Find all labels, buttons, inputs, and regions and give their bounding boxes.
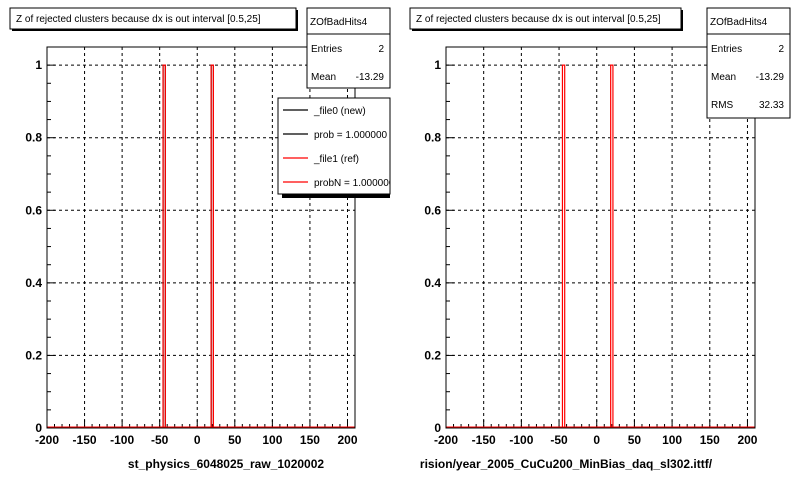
x-tick-label: 200: [737, 433, 757, 447]
stats-label: Mean: [711, 72, 736, 83]
chart-title: Z of rejected clusters because dx is out…: [416, 14, 661, 25]
x-tick-label: -50: [151, 433, 169, 447]
chart-title: Z of rejected clusters because dx is out…: [16, 14, 261, 25]
stats-value: -13.29: [356, 72, 385, 83]
y-tick-label: 0.4: [424, 276, 441, 290]
stats-box: ZOfBadHits4 Entries 2 Mean -13.29 RMS 32.33: [706, 7, 791, 119]
x-tick-label: 50: [228, 433, 242, 447]
title-box: [409, 7, 682, 30]
y-tick-label: 0.4: [25, 276, 42, 290]
y-tick-label: 0.8: [25, 131, 42, 145]
legend-entry: probN = 1.000000: [283, 178, 395, 189]
legend: _file0 (new) prob = 1.000000 _file1 (ref) p…: [277, 97, 395, 198]
stats-box-frame: [306, 7, 391, 89]
y-tick-label: 0: [434, 421, 441, 435]
histogram-bar: [162, 64, 166, 427]
x-tick-label: -100: [509, 433, 533, 447]
histogram-bar: [210, 64, 214, 427]
histogram-bar: [610, 64, 614, 427]
stats-value: 2: [378, 44, 384, 55]
stats-label: Entries: [311, 44, 342, 55]
y-tick-label: 1: [35, 58, 42, 72]
legend-frame: [277, 97, 391, 195]
x-tick-label: -100: [110, 433, 134, 447]
series-2: [47, 64, 355, 428]
plot-frame: [445, 46, 756, 429]
y-tick-label: 1: [434, 58, 441, 72]
x-tick-label: 0: [593, 433, 600, 447]
stats-box: ZOfBadHits4 Entries 2 Mean -13.29: [306, 7, 391, 89]
stats-value: 2: [778, 44, 784, 55]
y-tick-label: 0.2: [424, 348, 441, 362]
x-tick-label: 200: [337, 433, 357, 447]
stats-name: ZOfBadHits4: [310, 17, 368, 28]
stats-label: Mean: [311, 72, 336, 83]
histogram-bar: [561, 64, 566, 427]
legend-label: probN = 1.000000: [314, 178, 395, 189]
legend-label: prob = 1.000000: [314, 130, 388, 141]
x-tick-label: 150: [700, 433, 720, 447]
x-tick-label: 150: [300, 433, 320, 447]
legend-label: _file0 (new): [313, 106, 366, 117]
x-tick-label: -150: [472, 433, 496, 447]
x-tick-label: 100: [262, 433, 282, 447]
y-tick-label: 0.2: [25, 348, 42, 362]
x-axis-title: rision/year_2005_CuCu200_MinBias_daq_sl3…: [420, 457, 713, 471]
x-tick-label: 100: [662, 433, 682, 447]
stats-label: RMS: [711, 100, 734, 111]
x-tick-label: -200: [35, 433, 59, 447]
legend-entry: _file1 (ref): [283, 154, 359, 165]
series-1: [446, 64, 755, 428]
stats-box-frame: [706, 7, 791, 119]
stats-label: Entries: [711, 44, 742, 55]
y-tick-label: 0.6: [424, 203, 441, 217]
title-box: [9, 7, 297, 30]
x-tick-label: -200: [434, 433, 458, 447]
stats-value: 32.33: [759, 100, 784, 111]
stats-name: ZOfBadHits4: [710, 17, 768, 28]
x-axis-title: st_physics_6048025_raw_1020002: [128, 457, 324, 471]
y-tick-label: 0: [35, 421, 42, 435]
x-tick-label: 0: [194, 433, 201, 447]
legend-label: _file1 (ref): [313, 154, 359, 165]
stats-value: -13.29: [756, 72, 785, 83]
y-tick-label: 0.8: [424, 131, 441, 145]
x-tick-label: -50: [550, 433, 568, 447]
chart-pad-2: -200 -150 -100 -50 0 50 100 150 200 0 0.2 0.4 0.6 0.8…: [409, 7, 791, 471]
plot-frame: [46, 46, 356, 429]
chart-pad-1: -200 -150 -100 -50 0 50 100 150 200 0 0.2 0.4 0.6 0.8…: [9, 7, 395, 471]
y-tick-label: 0.6: [25, 203, 42, 217]
legend-entry: prob = 1.000000: [283, 130, 388, 141]
x-tick-label: 50: [628, 433, 642, 447]
x-tick-label: -150: [73, 433, 97, 447]
legend-entry: _file0 (new): [283, 106, 366, 117]
